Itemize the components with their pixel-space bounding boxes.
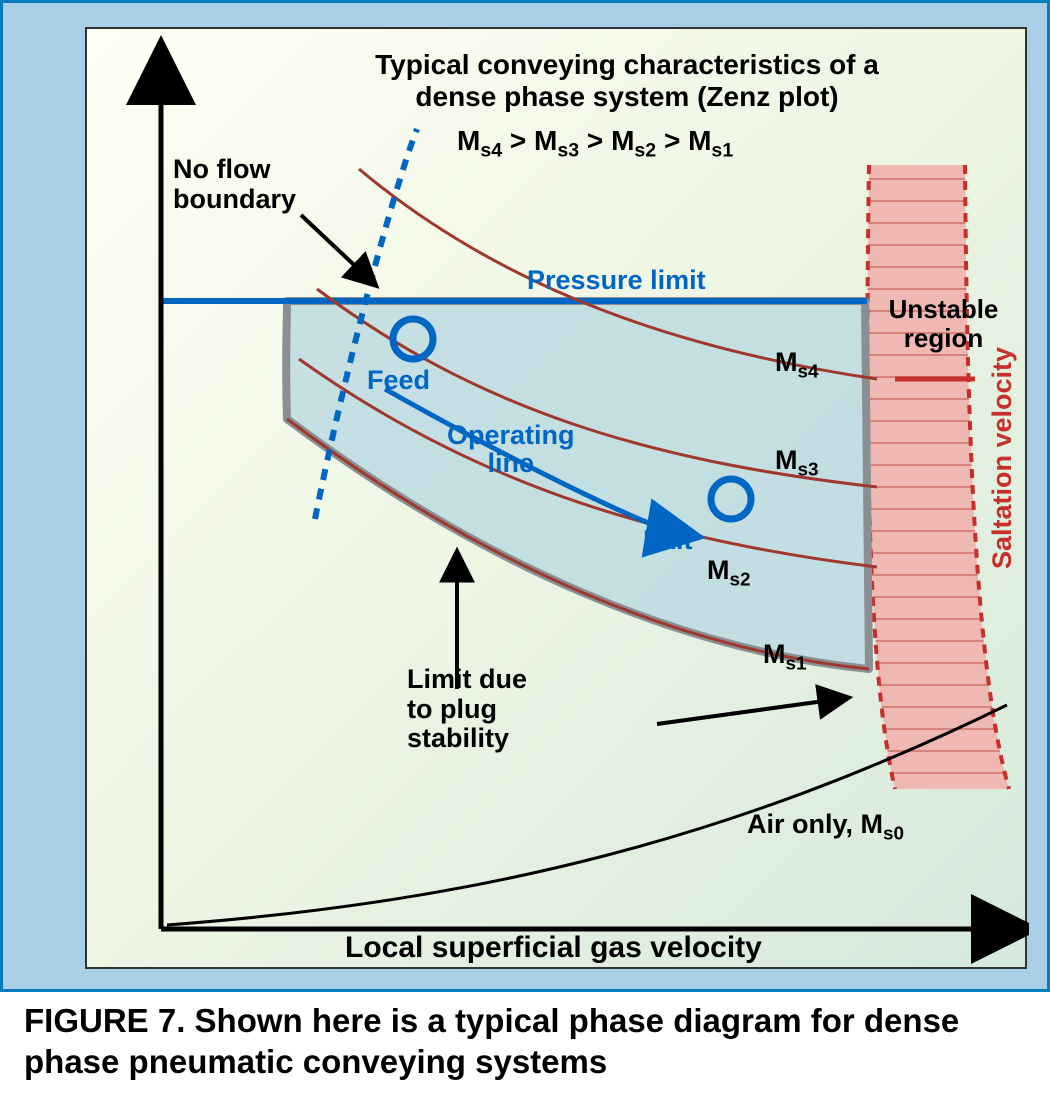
chart-title-line2: dense phase system (Zenz plot): [415, 81, 838, 112]
exit-label: Exit: [643, 525, 693, 556]
figure-caption: FIGURE 7. Shown here is a typical phase …: [24, 1000, 1024, 1083]
outer-frame: Pressure gradient (P/L): [0, 0, 1050, 992]
mass-flow-order: Ms4 > Ms3 > Ms2 > Ms1: [457, 125, 733, 163]
operating-line-label: Operatingline: [447, 421, 575, 478]
unstable-region-label: Unstableregion: [877, 295, 1010, 352]
saltation-velocity-label: Saltation velocity: [987, 347, 1018, 569]
feed-label: Feed: [367, 365, 430, 396]
arrow-no-flow: [301, 215, 369, 279]
ms3-label: Ms3: [775, 445, 819, 481]
plot-panel: Typical conveying characteristics of a d…: [85, 27, 1027, 969]
chart-title-line1: Typical conveying characteristics of a: [375, 49, 879, 80]
ms4-label: Ms4: [775, 347, 819, 383]
chart-title: Typical conveying characteristics of a d…: [307, 49, 947, 113]
ms2-label: Ms2: [707, 555, 751, 591]
pressure-limit-label: Pressure limit: [527, 265, 706, 296]
no-flow-boundary-label: No flowboundary: [173, 155, 296, 214]
x-axis-label: Local superficial gas velocity: [345, 931, 762, 965]
air-only-label: Air only, Ms0: [747, 809, 904, 845]
arrow-plug-right: [657, 699, 839, 724]
figure-caption-label: FIGURE 7: [24, 1002, 176, 1039]
plug-stability-label: Limit dueto plugstability: [407, 665, 527, 754]
ms1-label: Ms1: [763, 639, 807, 675]
